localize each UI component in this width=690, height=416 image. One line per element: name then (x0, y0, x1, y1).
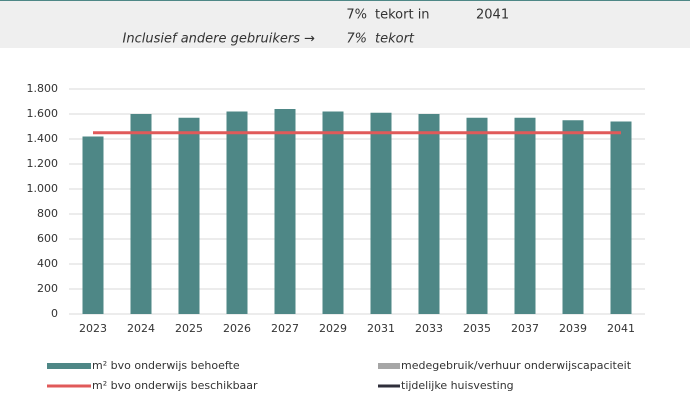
y-tick-label: 1.800 (27, 82, 59, 95)
x-tick-label: 2035 (463, 322, 491, 335)
y-tick-label: 800 (37, 207, 58, 220)
x-tick-label: 2026 (223, 322, 251, 335)
x-tick-label: 2023 (79, 322, 107, 335)
header-text: tekort (375, 32, 415, 47)
y-tick-label: 0 (51, 307, 58, 320)
bar (418, 114, 440, 314)
x-tick-label: 2037 (511, 322, 539, 335)
x-tick-label: 2041 (607, 322, 635, 335)
bar (322, 111, 344, 314)
bar (562, 120, 584, 314)
x-tick-label: 2039 (559, 322, 587, 335)
y-tick-label: 600 (37, 232, 58, 245)
y-tick-label: 1.600 (27, 107, 59, 120)
bar (610, 121, 632, 314)
bar (178, 117, 200, 314)
bar (514, 117, 536, 314)
y-tick-label: 1.200 (27, 157, 59, 170)
legend-swatch (378, 363, 400, 369)
y-tick-label: 1.000 (27, 182, 59, 195)
bar (130, 114, 152, 314)
x-tick-label: 2029 (319, 322, 347, 335)
bar (466, 117, 488, 314)
header-year: 2041 (476, 8, 509, 23)
y-tick-label: 400 (37, 257, 58, 270)
x-tick-label: 2025 (175, 322, 203, 335)
bar (82, 136, 104, 314)
y-tick-label: 1.400 (27, 132, 59, 145)
header-note: Inclusief andere gebruikers → (123, 32, 316, 47)
x-tick-label: 2027 (271, 322, 299, 335)
header-percent: 7% (346, 8, 367, 23)
x-tick-label: 2033 (415, 322, 443, 335)
y-tick-label: 200 (37, 282, 58, 295)
x-tick-label: 2031 (367, 322, 395, 335)
bar (226, 111, 248, 314)
legend-label: m² bvo onderwijs beschikbaar (92, 379, 258, 392)
bar (370, 112, 392, 314)
header-percent: 7% (346, 32, 367, 47)
legend-label: m² bvo onderwijs behoefte (92, 359, 240, 372)
header-text: tekort in (375, 8, 430, 23)
x-tick-label: 2024 (127, 322, 155, 335)
legend-swatch (47, 363, 91, 369)
header-band (0, 0, 690, 48)
legend-label: tijdelijke huisvesting (401, 379, 514, 392)
legend-label: medegebruik/verhuur onderwijscapaciteit (401, 359, 632, 372)
bar (274, 109, 296, 314)
